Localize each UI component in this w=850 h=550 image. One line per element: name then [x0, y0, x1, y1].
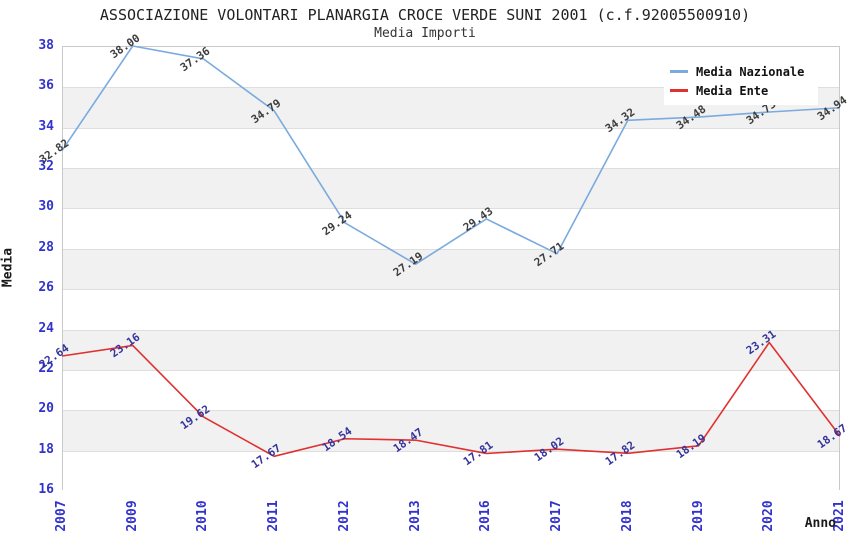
x-tick-label: 2009	[124, 500, 140, 532]
chart-subtitle: Media Importi	[374, 26, 476, 41]
gridline	[63, 450, 839, 452]
legend-item-media-ente: Media Ente	[670, 81, 812, 100]
legend-item-media-nazionale: Media Nazionale	[670, 62, 812, 81]
x-tick-label: 2019	[690, 500, 706, 532]
gridline	[63, 168, 839, 170]
y-tick-label: 28	[38, 239, 54, 255]
gridline	[63, 127, 839, 129]
gridline	[63, 208, 839, 210]
y-tick-label: 38	[38, 38, 54, 53]
x-tick-label: 2017	[549, 500, 565, 532]
gridline	[63, 329, 839, 331]
x-tick-label: 2010	[195, 500, 211, 532]
legend-swatch-blue-line	[670, 70, 688, 73]
legend-label: Media Ente	[696, 83, 769, 98]
legend-swatch-red-line	[670, 89, 688, 92]
grid-band	[63, 289, 839, 330]
x-tick-label: 2007	[54, 500, 69, 532]
y-tick-label: 34	[38, 118, 54, 134]
gridline	[63, 289, 839, 291]
grid-band	[63, 168, 839, 209]
legend-label: Media Nazionale	[696, 64, 805, 79]
x-tick-label: 2020	[761, 500, 777, 532]
y-tick-label: 16	[38, 482, 54, 497]
x-axis-title: Anno	[804, 516, 836, 531]
x-tick-label: 2016	[478, 500, 494, 532]
y-tick-label: 26	[38, 280, 54, 296]
x-tick-label: 2011	[266, 500, 282, 532]
x-tick-label: 2012	[336, 500, 352, 532]
y-tick-label: 22	[38, 360, 54, 376]
x-tick-label: 2018	[619, 500, 635, 532]
y-tick-label: 18	[38, 441, 54, 457]
x-tick-label: 2013	[407, 500, 423, 532]
chart-title: ASSOCIAZIONE VOLONTARI PLANARGIA CROCE V…	[99, 6, 751, 24]
y-tick-label: 30	[38, 199, 54, 215]
legend: Media Nazionale Media Ente	[664, 57, 818, 105]
gridline	[63, 410, 839, 412]
y-tick-label: 32	[38, 159, 54, 175]
grid-band	[63, 248, 839, 290]
y-tick-label: 36	[38, 78, 54, 94]
y-tick-label: 24	[38, 320, 54, 336]
gridline	[63, 248, 839, 250]
grid-band	[63, 450, 839, 491]
y-tick-label: 20	[38, 401, 54, 417]
